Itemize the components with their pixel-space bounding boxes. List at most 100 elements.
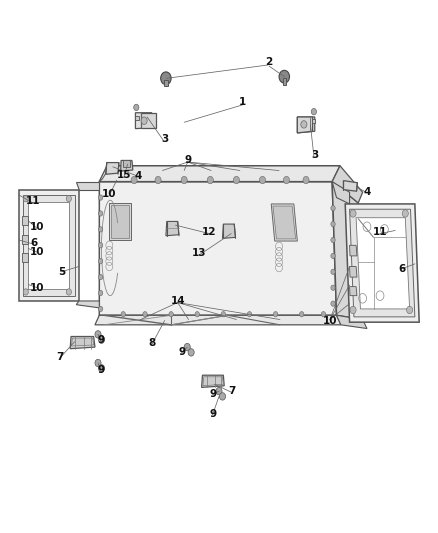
Text: 5: 5	[58, 267, 65, 277]
Circle shape	[155, 176, 161, 184]
Polygon shape	[70, 336, 95, 349]
Polygon shape	[76, 182, 99, 190]
Circle shape	[279, 70, 290, 83]
Circle shape	[99, 336, 105, 343]
Text: 3: 3	[311, 150, 318, 160]
Circle shape	[402, 210, 408, 217]
Circle shape	[99, 306, 103, 312]
Circle shape	[99, 211, 103, 216]
Circle shape	[99, 274, 103, 280]
Circle shape	[273, 312, 278, 317]
Text: 12: 12	[202, 227, 217, 237]
Text: 6: 6	[398, 264, 406, 274]
Circle shape	[350, 210, 356, 217]
Circle shape	[181, 176, 187, 184]
Polygon shape	[283, 78, 286, 85]
Circle shape	[121, 312, 125, 317]
Polygon shape	[336, 316, 367, 328]
Polygon shape	[356, 217, 410, 309]
Polygon shape	[22, 253, 28, 262]
Polygon shape	[350, 266, 357, 277]
Polygon shape	[19, 190, 79, 301]
Polygon shape	[135, 116, 139, 120]
Polygon shape	[312, 119, 315, 123]
Polygon shape	[99, 166, 340, 182]
Polygon shape	[106, 163, 119, 174]
Text: 9: 9	[178, 348, 186, 358]
Text: 9: 9	[185, 156, 192, 165]
Polygon shape	[135, 113, 156, 128]
Circle shape	[99, 243, 103, 248]
Circle shape	[221, 312, 226, 317]
Circle shape	[219, 393, 226, 400]
Circle shape	[169, 312, 173, 317]
Circle shape	[331, 269, 335, 274]
Circle shape	[331, 221, 335, 227]
Circle shape	[207, 176, 213, 184]
Text: 3: 3	[161, 134, 168, 144]
Text: 10: 10	[30, 282, 44, 293]
Polygon shape	[350, 287, 357, 296]
Circle shape	[23, 196, 28, 202]
Circle shape	[188, 349, 194, 356]
Circle shape	[23, 289, 28, 295]
Polygon shape	[164, 80, 168, 86]
Polygon shape	[141, 113, 156, 127]
Polygon shape	[120, 160, 133, 171]
Text: 10: 10	[30, 222, 44, 232]
Circle shape	[283, 176, 290, 184]
Text: 7: 7	[57, 352, 64, 361]
Polygon shape	[350, 209, 415, 317]
Polygon shape	[201, 375, 224, 387]
Circle shape	[99, 290, 103, 296]
Text: 15: 15	[117, 171, 131, 180]
Polygon shape	[111, 205, 129, 238]
Circle shape	[331, 237, 335, 243]
Polygon shape	[297, 117, 315, 133]
Text: 9: 9	[98, 365, 105, 375]
Text: 6: 6	[30, 238, 38, 248]
Text: 11: 11	[373, 227, 387, 237]
Circle shape	[195, 312, 199, 317]
Polygon shape	[350, 245, 357, 256]
Text: 4: 4	[135, 172, 142, 181]
Circle shape	[350, 306, 356, 314]
Polygon shape	[99, 166, 107, 182]
Polygon shape	[71, 338, 94, 346]
Circle shape	[141, 117, 147, 124]
Circle shape	[301, 120, 307, 128]
Circle shape	[311, 109, 317, 115]
Polygon shape	[76, 301, 99, 308]
Polygon shape	[273, 206, 296, 239]
Polygon shape	[22, 216, 28, 225]
Text: 1: 1	[239, 97, 247, 107]
Circle shape	[303, 176, 309, 184]
Circle shape	[99, 195, 103, 200]
Polygon shape	[343, 181, 357, 191]
Circle shape	[406, 306, 413, 314]
Polygon shape	[332, 182, 363, 319]
Polygon shape	[22, 235, 28, 244]
Text: 11: 11	[25, 196, 40, 206]
Circle shape	[99, 227, 103, 232]
Text: 13: 13	[192, 248, 207, 259]
Circle shape	[134, 104, 139, 111]
Circle shape	[184, 343, 190, 351]
Polygon shape	[95, 316, 341, 325]
Circle shape	[99, 259, 103, 264]
Text: 8: 8	[148, 338, 155, 349]
Circle shape	[143, 312, 147, 317]
Polygon shape	[332, 182, 350, 204]
Circle shape	[66, 196, 71, 202]
Circle shape	[321, 312, 325, 317]
Polygon shape	[223, 224, 236, 238]
Circle shape	[259, 176, 265, 184]
Polygon shape	[271, 204, 297, 241]
Circle shape	[331, 285, 335, 290]
Circle shape	[66, 289, 71, 295]
Polygon shape	[345, 204, 419, 322]
Circle shape	[247, 312, 252, 317]
Circle shape	[331, 253, 335, 259]
Circle shape	[161, 72, 171, 85]
Text: 10: 10	[323, 316, 337, 326]
